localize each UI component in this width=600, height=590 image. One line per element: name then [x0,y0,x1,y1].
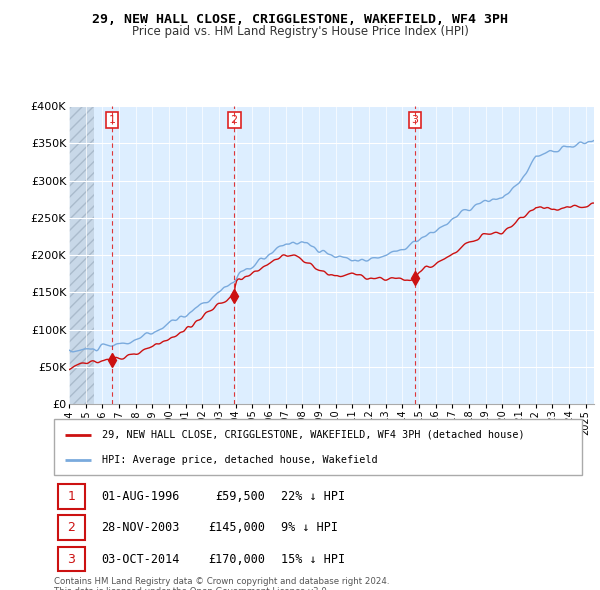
Text: 29, NEW HALL CLOSE, CRIGGLESTONE, WAKEFIELD, WF4 3PH (detached house): 29, NEW HALL CLOSE, CRIGGLESTONE, WAKEFI… [101,430,524,440]
Text: 01-AUG-1996: 01-AUG-1996 [101,490,180,503]
Text: HPI: Average price, detached house, Wakefield: HPI: Average price, detached house, Wake… [101,455,377,466]
FancyBboxPatch shape [54,419,582,475]
FancyBboxPatch shape [58,546,85,572]
Text: 22% ↓ HPI: 22% ↓ HPI [281,490,345,503]
Text: 28-NOV-2003: 28-NOV-2003 [101,521,180,534]
Text: Contains HM Land Registry data © Crown copyright and database right 2024.
This d: Contains HM Land Registry data © Crown c… [54,577,389,590]
Text: 03-OCT-2014: 03-OCT-2014 [101,552,180,565]
FancyBboxPatch shape [58,484,85,509]
Text: £145,000: £145,000 [208,521,265,534]
Text: 29, NEW HALL CLOSE, CRIGGLESTONE, WAKEFIELD, WF4 3PH: 29, NEW HALL CLOSE, CRIGGLESTONE, WAKEFI… [92,13,508,26]
Text: 15% ↓ HPI: 15% ↓ HPI [281,552,345,565]
Text: 2: 2 [67,521,76,534]
Text: 9% ↓ HPI: 9% ↓ HPI [281,521,338,534]
Text: Price paid vs. HM Land Registry's House Price Index (HPI): Price paid vs. HM Land Registry's House … [131,25,469,38]
Text: 3: 3 [67,552,76,565]
Text: £59,500: £59,500 [215,490,265,503]
Text: £170,000: £170,000 [208,552,265,565]
Text: 2: 2 [230,115,238,125]
Text: 1: 1 [67,490,76,503]
FancyBboxPatch shape [58,515,85,540]
Text: 3: 3 [412,115,418,125]
Text: 1: 1 [109,115,116,125]
